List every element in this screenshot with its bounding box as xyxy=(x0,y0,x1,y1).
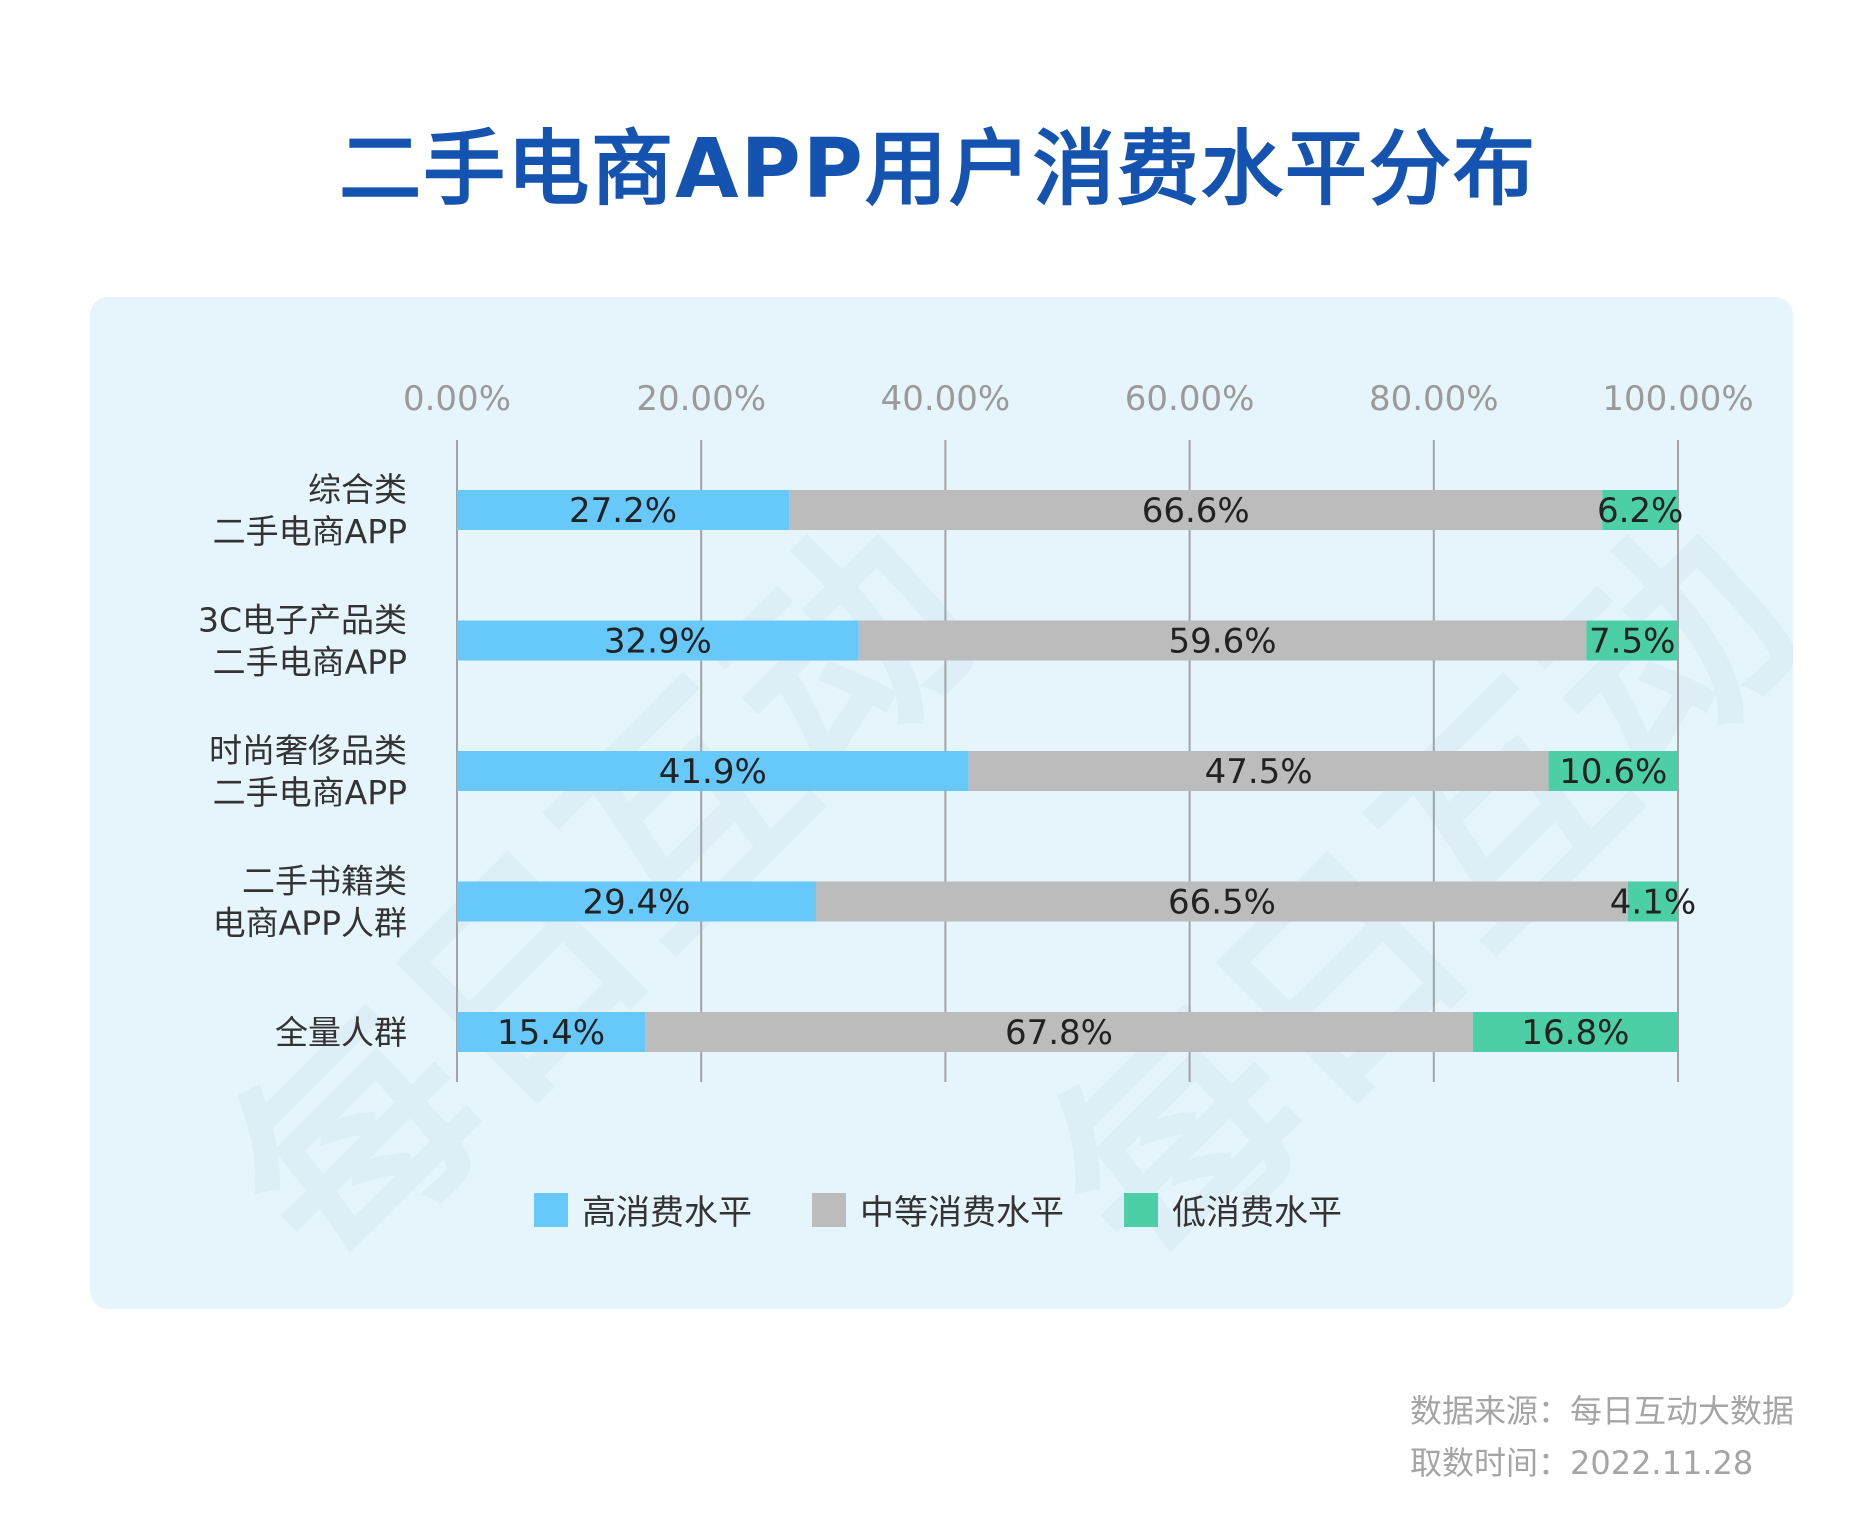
date-line: 取数时间：2022.11.28 xyxy=(1409,1444,1754,1482)
data-label: 16.8% xyxy=(1521,1013,1629,1053)
x-tick-label: 20.00% xyxy=(636,379,766,419)
bar-segment xyxy=(457,620,859,661)
data-label: 29.4% xyxy=(582,883,690,923)
category-label: 电商APP人群 xyxy=(213,904,407,943)
bar-segment xyxy=(1548,751,1678,791)
data-label: 67.8% xyxy=(1005,1013,1113,1053)
bar-segment xyxy=(968,751,1549,791)
legend-item-mid: 中等消费水平 xyxy=(812,1185,1064,1234)
legend-item-high: 高消费水平 xyxy=(534,1185,752,1234)
bar-segment xyxy=(457,751,969,791)
x-tick-label: 0.00% xyxy=(403,379,511,419)
data-label: 10.6% xyxy=(1559,752,1667,792)
x-tick-label: 60.00% xyxy=(1125,379,1255,419)
bar-segment xyxy=(1472,1012,1678,1052)
category-label: 时尚奢侈品类 xyxy=(209,731,407,770)
data-label: 32.9% xyxy=(604,622,712,662)
data-label: 66.5% xyxy=(1168,883,1276,923)
data-label: 7.5% xyxy=(1589,622,1675,662)
legend-item-low: 低消费水平 xyxy=(1124,1185,1342,1234)
legend-label-mid: 中等消费水平 xyxy=(860,1193,1064,1233)
data-label: 4.1% xyxy=(1610,883,1696,923)
legend-swatch-mid xyxy=(812,1192,846,1227)
legend-label-high: 高消费水平 xyxy=(582,1193,752,1233)
category-label: 二手电商APP xyxy=(213,773,407,812)
bar-segment xyxy=(457,490,790,530)
legend-label-low: 低消费水平 xyxy=(1172,1193,1342,1233)
category-label: 综合类 xyxy=(308,470,407,509)
data-source: 数据来源：每日互动大数据 取数时间：2022.11.28 xyxy=(1410,1385,1794,1489)
bar-segment xyxy=(815,881,1628,922)
category-label: 3C电子产品类 xyxy=(198,601,407,640)
legend: 高消费水平 中等消费水平 低消费水平 xyxy=(0,1185,1876,1234)
bar-segment xyxy=(1627,881,1678,922)
data-label: 59.6% xyxy=(1169,622,1277,662)
x-tick-label: 40.00% xyxy=(881,379,1011,419)
bar-segment xyxy=(457,881,816,922)
bar-segment xyxy=(789,490,1603,530)
data-label: 15.4% xyxy=(497,1013,605,1053)
x-tick-label: 80.00% xyxy=(1369,379,1499,419)
bar-segment xyxy=(1586,620,1678,661)
legend-swatch-low xyxy=(1124,1192,1158,1227)
category-label: 全量人群 xyxy=(275,1013,407,1052)
source-line: 数据来源：每日互动大数据 xyxy=(1409,1392,1794,1430)
category-label: 二手书籍类 xyxy=(242,862,407,901)
bar-segment xyxy=(457,1012,646,1052)
data-label: 66.6% xyxy=(1142,491,1250,531)
data-label: 6.2% xyxy=(1597,491,1683,531)
category-label: 二手电商APP xyxy=(213,643,407,682)
chart-panel: 每日互动 每日互动 xyxy=(90,297,1793,1309)
bar-segment xyxy=(858,620,1587,661)
legend-swatch-high xyxy=(534,1192,568,1227)
bar-segment xyxy=(645,1012,1473,1052)
data-label: 41.9% xyxy=(659,752,767,792)
x-tick-label: 100.00% xyxy=(1602,379,1753,419)
data-label: 47.5% xyxy=(1205,752,1313,792)
chart-title: 二手电商APP用户消费水平分布 xyxy=(339,122,1537,217)
bar-segment xyxy=(1602,490,1678,530)
data-label: 27.2% xyxy=(569,491,677,531)
category-label: 二手电商APP xyxy=(213,512,407,551)
